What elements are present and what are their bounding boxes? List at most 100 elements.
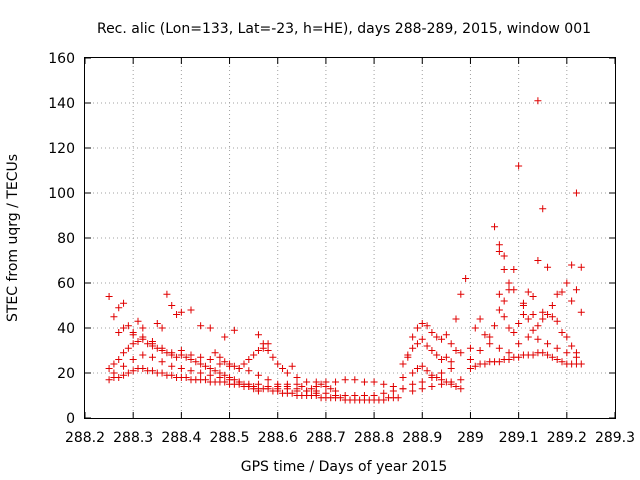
- data-point: [529, 311, 537, 318]
- data-point: [510, 329, 518, 336]
- data-point: [433, 374, 441, 381]
- data-point: [544, 311, 552, 318]
- data-point: [245, 356, 253, 363]
- data-point: [158, 324, 166, 332]
- data-point: [519, 302, 527, 309]
- data-point: [148, 367, 156, 375]
- data-point: [553, 290, 561, 298]
- data-point: [380, 396, 388, 404]
- data-point: [283, 369, 291, 377]
- data-point: [466, 356, 474, 363]
- data-point: [283, 380, 291, 388]
- data-point: [120, 371, 128, 379]
- data-point: [216, 360, 224, 368]
- data-point: [438, 356, 446, 363]
- data-point: [134, 317, 142, 325]
- y-tick-label: 160: [48, 51, 75, 67]
- data-point: [153, 320, 161, 327]
- data-point: [336, 394, 344, 402]
- data-point: [221, 333, 229, 341]
- data-point: [187, 367, 195, 375]
- x-axis-label: GPS time / Days of year 2015: [241, 459, 448, 475]
- data-point: [423, 367, 431, 375]
- data-point: [177, 365, 185, 372]
- data-point: [442, 331, 450, 339]
- data-point: [399, 385, 407, 393]
- data-point: [168, 371, 176, 379]
- y-tick-label: 120: [48, 141, 75, 157]
- data-point: [471, 362, 479, 370]
- data-point: [206, 371, 214, 379]
- data-point: [486, 340, 494, 348]
- data-point: [322, 383, 330, 390]
- data-point: [519, 311, 527, 318]
- data-point: [327, 385, 335, 393]
- data-point: [481, 360, 489, 368]
- data-point: [452, 315, 460, 323]
- data-point: [235, 365, 243, 372]
- data-point: [201, 362, 209, 370]
- x-tick-label: 289: [457, 430, 484, 446]
- data-point: [105, 365, 113, 372]
- data-point: [399, 374, 407, 381]
- data-point: [413, 340, 421, 348]
- data-point: [577, 360, 585, 368]
- data-point: [139, 365, 147, 372]
- x-tick-label: 288.7: [306, 430, 346, 446]
- data-point: [307, 385, 315, 393]
- data-point: [534, 257, 542, 264]
- data-point: [534, 97, 542, 105]
- data-point: [235, 378, 243, 386]
- data-point: [433, 333, 441, 341]
- data-point: [274, 383, 282, 390]
- data-point: [505, 324, 513, 332]
- data-point: [254, 347, 262, 354]
- data-point: [438, 376, 446, 384]
- data-point: [168, 302, 176, 309]
- data-point: [515, 320, 523, 327]
- data-point: [206, 365, 214, 372]
- data-point: [534, 322, 542, 330]
- data-point: [288, 362, 296, 370]
- x-tick-label: 288.4: [161, 430, 201, 446]
- data-point: [418, 335, 426, 343]
- data-point: [572, 189, 580, 197]
- data-point: [332, 387, 340, 395]
- data-point: [221, 358, 229, 366]
- data-point: [148, 353, 156, 361]
- y-tick-label: 100: [48, 186, 75, 202]
- data-point: [182, 353, 190, 361]
- data-point: [413, 324, 421, 332]
- data-point: [563, 349, 571, 357]
- data-point: [447, 365, 455, 372]
- y-tick-labels: 0 20 40 60 80 100 120 140 160: [48, 51, 75, 427]
- plot-frame: [84, 57, 616, 419]
- data-point: [544, 263, 552, 271]
- data-point: [332, 378, 340, 386]
- data-point: [495, 241, 503, 249]
- data-point: [303, 387, 311, 395]
- data-point: [322, 389, 330, 397]
- data-point: [153, 344, 161, 352]
- data-point: [254, 371, 262, 379]
- data-point: [572, 349, 580, 357]
- data-point: [293, 380, 301, 388]
- data-point: [466, 344, 474, 352]
- data-point: [139, 351, 147, 359]
- data-point: [230, 326, 238, 334]
- data-point: [476, 315, 484, 323]
- data-point: [129, 340, 137, 348]
- x-tick-label: 288.2: [65, 430, 105, 446]
- data-point: [216, 353, 224, 361]
- data-point: [177, 308, 185, 316]
- y-axis-label: STEC from uqrg / TECUs: [5, 154, 21, 322]
- data-point: [572, 286, 580, 294]
- data-point: [105, 293, 113, 300]
- data-point: [163, 349, 171, 357]
- data-point: [399, 360, 407, 368]
- data-point: [539, 349, 547, 357]
- data-point: [206, 356, 214, 363]
- data-point: [428, 347, 436, 354]
- data-point: [264, 340, 272, 348]
- data-point: [197, 353, 205, 361]
